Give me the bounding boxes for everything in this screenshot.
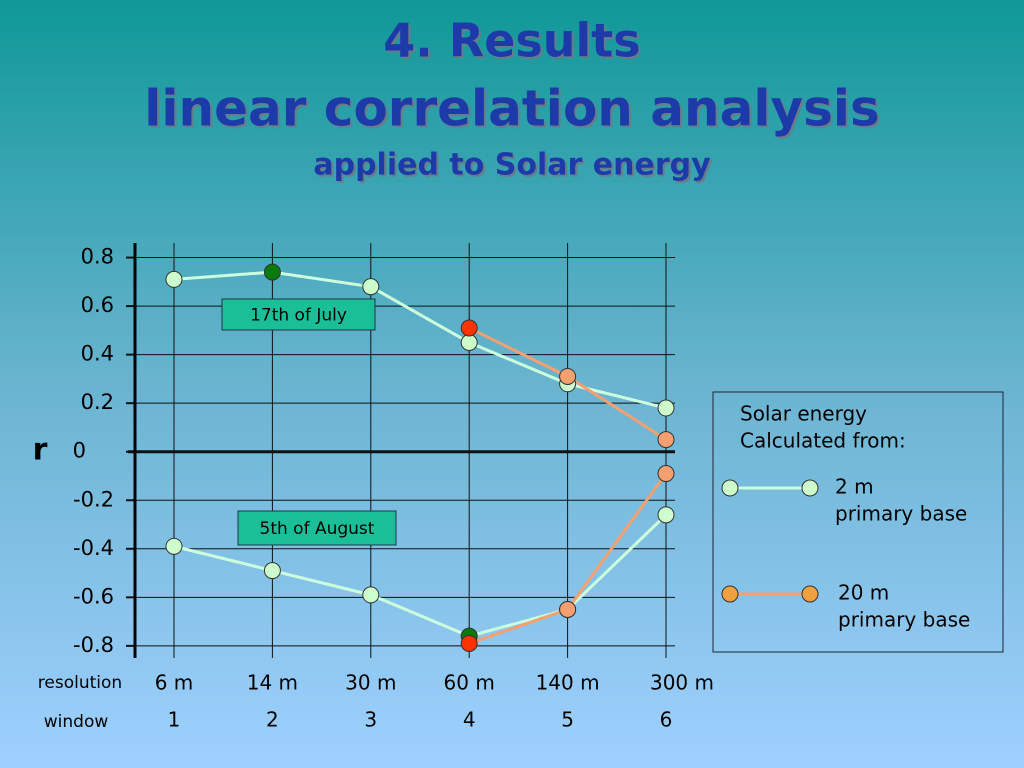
legend-label: 20 m	[838, 581, 889, 605]
data-point	[460, 334, 478, 352]
series-line	[173, 513, 668, 638]
data-point	[460, 319, 478, 337]
y-tick-label: 0.8	[81, 245, 114, 269]
row-label: resolution	[38, 673, 122, 693]
y-tick-label: -0.2	[73, 487, 114, 511]
y-tick-label: 0.4	[81, 342, 114, 366]
legend-label: primary base	[835, 502, 967, 526]
data-point	[263, 263, 281, 281]
title-line: linear correlation analysis	[144, 80, 880, 138]
annotation-box	[221, 298, 376, 331]
data-point	[657, 431, 675, 449]
y-tick-label: -0.6	[73, 584, 114, 608]
x-tick-label: 5	[561, 708, 574, 732]
x-tick-label: 6 m	[155, 671, 194, 695]
annotation: 17th of July	[250, 306, 347, 326]
y-axis-label: r	[33, 433, 48, 468]
data-point	[559, 367, 577, 385]
y-tick-label: 0.2	[81, 390, 114, 414]
x-tick-label: 3	[364, 708, 377, 732]
data-point	[165, 537, 183, 555]
legend-marker	[721, 585, 739, 603]
x-tick-label: 30 m	[345, 671, 396, 695]
data-point	[362, 586, 380, 604]
x-tick-label: 1	[168, 708, 181, 732]
legend-title: Calculated from:	[740, 429, 906, 453]
data-point	[165, 270, 183, 288]
y-tick-label: -0.8	[73, 633, 114, 657]
data-point	[657, 465, 675, 483]
data-point	[657, 399, 675, 417]
x-tick-label: 4	[463, 708, 476, 732]
annotation-box	[237, 510, 397, 546]
legend-label: primary base	[838, 608, 970, 632]
x-tick-label: 6	[660, 708, 673, 732]
y-tick-label: 0.6	[81, 293, 114, 317]
annotation: 5th of August	[260, 519, 375, 539]
legend-title: Solar energy	[740, 402, 867, 426]
data-point	[460, 634, 478, 652]
x-tick-label: 2	[266, 708, 279, 732]
legend-box	[712, 391, 1004, 653]
row-label: window	[44, 712, 109, 732]
legend-label: 2 m	[835, 475, 874, 499]
x-tick-label: 140 m	[536, 671, 600, 695]
data-point	[559, 600, 577, 618]
data-point	[657, 506, 675, 524]
y-tick-label: -0.4	[73, 536, 114, 560]
legend-marker	[801, 585, 819, 603]
x-tick-label: 60 m	[444, 671, 495, 695]
legend-marker	[801, 479, 819, 497]
title-line: 4. Results	[383, 14, 640, 68]
subtitle: applied to Solar energy	[313, 148, 711, 183]
data-point	[362, 278, 380, 296]
data-point	[263, 562, 281, 580]
legend-marker	[721, 479, 739, 497]
y-tick-label: 0	[73, 439, 86, 463]
x-tick-label: 300 m	[650, 671, 714, 695]
x-tick-label: 14 m	[247, 671, 298, 695]
